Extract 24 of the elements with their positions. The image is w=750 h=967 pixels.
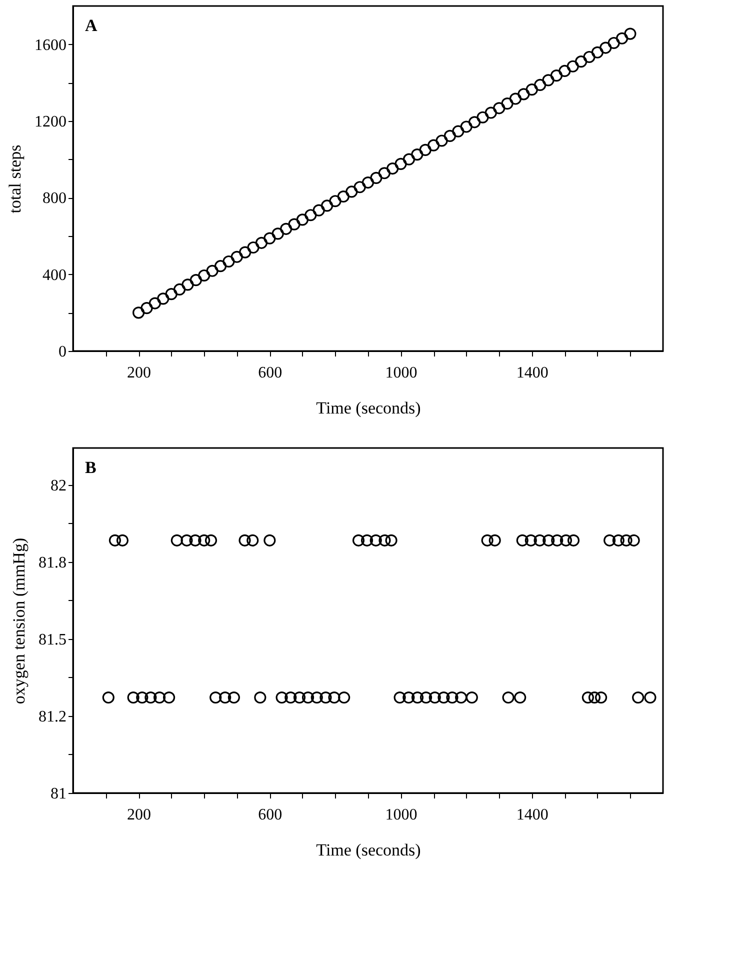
- y-axis-title: total steps: [6, 144, 24, 214]
- y-tick-label: 82: [50, 477, 66, 494]
- x-tick-label: 600: [258, 806, 282, 824]
- y-tick-label: 1600: [34, 36, 66, 54]
- y-tick-label: 81.2: [38, 708, 66, 726]
- x-tick-label: 1000: [385, 806, 418, 824]
- annotation: B: [85, 458, 96, 477]
- x-tick-label: 1400: [516, 806, 548, 824]
- y-tick-label: 81: [50, 786, 66, 802]
- annotation: A: [85, 16, 98, 35]
- x-axis-title: Time (seconds): [316, 840, 421, 860]
- x-tick-label: 200: [127, 364, 152, 382]
- x-axis-title: Time (seconds): [316, 398, 421, 418]
- x-tick-label: 1400: [516, 364, 548, 382]
- y-tick-label: 0: [58, 344, 66, 360]
- y-tick-label: 81.5: [38, 631, 66, 648]
- y-tick-label: 1200: [34, 114, 66, 130]
- y-axis-title: oxygen tension (mmHg): [10, 538, 28, 704]
- x-tick-label: 1000: [385, 364, 418, 382]
- x-tick-label: 600: [258, 364, 282, 382]
- y-tick-label: 81.8: [38, 554, 66, 572]
- x-tick-label: 200: [127, 806, 152, 824]
- y-tick-label: 400: [42, 266, 66, 284]
- y-tick-label: 800: [42, 190, 66, 208]
